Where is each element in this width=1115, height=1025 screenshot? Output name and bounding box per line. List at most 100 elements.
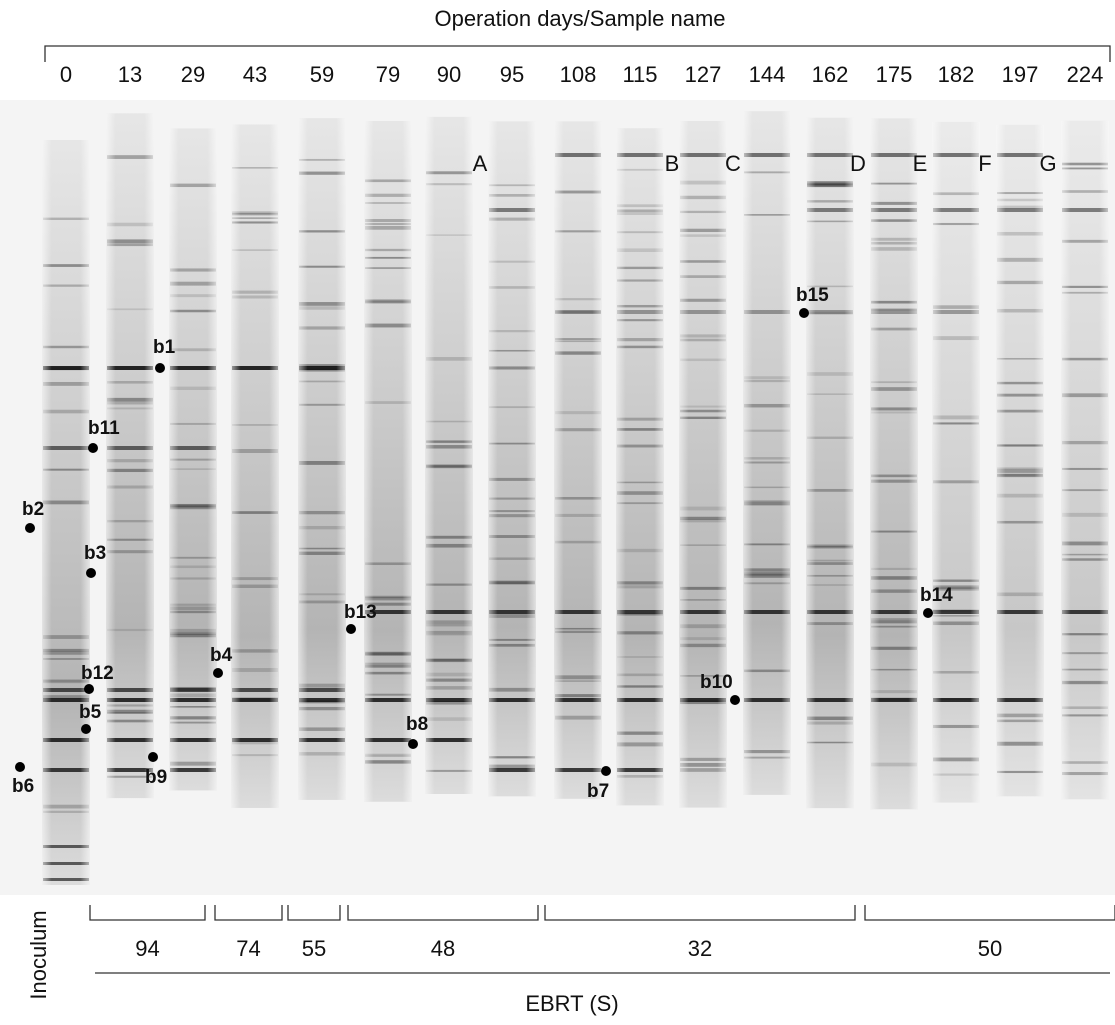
sample-name: C xyxy=(725,151,741,176)
lane xyxy=(870,118,918,810)
lane xyxy=(42,140,90,885)
lane-edge xyxy=(298,118,346,800)
lane-label: 95 xyxy=(500,62,524,87)
lane xyxy=(364,120,412,802)
lane-label: 0 xyxy=(60,62,72,87)
lane-label: 79 xyxy=(376,62,400,87)
band-marker xyxy=(86,568,96,578)
lane xyxy=(1061,120,1109,800)
band-marker xyxy=(799,308,809,318)
lane-edge xyxy=(679,121,727,808)
band-marker xyxy=(15,762,25,772)
band-marker xyxy=(155,363,165,373)
sample-name: E xyxy=(913,151,928,176)
ebrt-value: 48 xyxy=(431,936,455,961)
lane-label: 90 xyxy=(437,62,461,87)
sample-name: G xyxy=(1039,151,1056,176)
ebrt-value: 32 xyxy=(688,936,712,961)
sample-name: A xyxy=(473,151,488,176)
ebrt-bracket xyxy=(287,905,341,921)
band-marker xyxy=(601,766,611,776)
band-label: b1 xyxy=(153,337,176,358)
ebrt-value: 74 xyxy=(236,936,260,961)
lane-edge xyxy=(996,124,1044,797)
band-label: b15 xyxy=(796,285,829,306)
header-title: Operation days/Sample name xyxy=(434,6,725,31)
band-marker xyxy=(730,695,740,705)
lane-label: 13 xyxy=(118,62,142,87)
lane xyxy=(425,116,473,795)
lane xyxy=(996,124,1044,797)
lane-edge xyxy=(425,116,473,795)
band-label: b10 xyxy=(700,672,733,693)
ebrt-value: 94 xyxy=(135,936,159,961)
lane xyxy=(806,117,854,809)
lane-edge xyxy=(1061,120,1109,800)
band-marker xyxy=(923,608,933,618)
lane-edge xyxy=(806,117,854,809)
band-label: b5 xyxy=(79,702,102,723)
band-label: b9 xyxy=(145,767,167,788)
lane xyxy=(169,128,217,791)
lane xyxy=(106,113,154,799)
lane-label: 162 xyxy=(812,62,849,87)
ebrt-bracket xyxy=(214,905,283,921)
band-marker xyxy=(81,724,91,734)
band-label: b2 xyxy=(22,499,44,520)
band-label: b6 xyxy=(12,776,34,797)
top-bracket xyxy=(44,45,1111,62)
lane xyxy=(554,121,602,799)
lane xyxy=(679,121,727,808)
ebrt-bracket xyxy=(864,905,1115,921)
lane xyxy=(743,111,791,795)
lane-label: 127 xyxy=(685,62,722,87)
band-label: b8 xyxy=(406,714,428,735)
lane xyxy=(231,124,279,808)
band-label: b3 xyxy=(84,543,106,564)
band-label: b13 xyxy=(344,602,377,623)
band-label: b11 xyxy=(88,418,120,439)
ebrt-bracket xyxy=(544,905,856,921)
lane-edge xyxy=(743,111,791,795)
lane xyxy=(616,128,664,806)
band-marker xyxy=(84,684,94,694)
sample-name: F xyxy=(978,151,991,176)
lane-label: 182 xyxy=(938,62,975,87)
lane-edge xyxy=(106,113,154,799)
lane-edge xyxy=(488,121,536,797)
lane-edge xyxy=(870,118,918,810)
sample-name: B xyxy=(665,151,680,176)
lane-edge xyxy=(231,124,279,808)
sample-name: D xyxy=(850,151,866,176)
lane xyxy=(298,118,346,800)
ebrt-bracket xyxy=(89,905,206,921)
lane-label: 108 xyxy=(560,62,597,87)
band-marker xyxy=(408,739,418,749)
ebrt-axis-label: EBRT (S) xyxy=(525,991,618,1016)
lane xyxy=(932,121,980,803)
lane xyxy=(488,121,536,797)
lane-edge xyxy=(932,121,980,803)
lane-label: 29 xyxy=(181,62,205,87)
band-marker xyxy=(213,668,223,678)
lane-edge xyxy=(554,121,602,799)
inoculum-label: Inoculum xyxy=(26,910,51,999)
band-marker xyxy=(346,624,356,634)
ebrt-value: 55 xyxy=(302,936,326,961)
band-label: b4 xyxy=(210,645,233,666)
lane-edge xyxy=(364,120,412,802)
lane-label: 224 xyxy=(1067,62,1104,87)
lane-edge xyxy=(42,140,90,885)
lane-label: 144 xyxy=(749,62,786,87)
lane-label: 43 xyxy=(243,62,267,87)
band-marker xyxy=(25,523,35,533)
lane-label: 175 xyxy=(876,62,913,87)
ebrt-value: 50 xyxy=(978,936,1002,961)
band-label: b7 xyxy=(587,781,609,802)
band-marker xyxy=(148,752,158,762)
lane-edge xyxy=(169,128,217,791)
gel xyxy=(42,111,1109,885)
band-label: b12 xyxy=(81,663,114,684)
